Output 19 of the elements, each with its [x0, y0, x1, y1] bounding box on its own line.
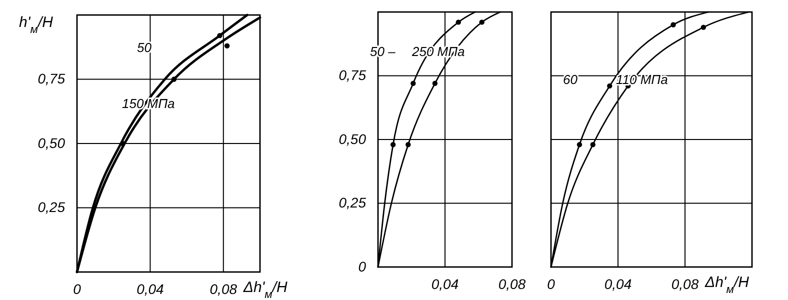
x-tick-label: 0,08 — [210, 280, 238, 297]
x-axis-title: Δh'$_{м}$/H — [242, 279, 288, 300]
x-tick-label: 0 — [547, 276, 556, 292]
y-tick-label: 0,75 — [38, 70, 66, 87]
y-tick-label: 0,25 — [338, 194, 366, 211]
x-tick-label: 0,08 — [671, 276, 699, 292]
y-tick-label: 0,50 — [338, 130, 366, 147]
annotation: 60 — [563, 72, 578, 87]
y-tick-label: 0,75 — [338, 67, 366, 84]
x-tick-label: 0,04 — [136, 280, 164, 297]
x-axis-title: Δh'$_{м}$/H — [704, 274, 750, 296]
x-tick-label: 0 — [73, 280, 82, 297]
y-tick-label: 0,50 — [38, 134, 66, 151]
y-tick-label: 0 — [358, 258, 366, 274]
y-axis-title: h'$_{м}$/H — [19, 14, 54, 36]
x-tick-label: 0,04 — [604, 276, 632, 292]
y-tick-label: 0,25 — [38, 199, 66, 216]
x-tick-label: 0,08 — [498, 276, 526, 292]
x-tick-label: 0,04 — [431, 276, 459, 292]
